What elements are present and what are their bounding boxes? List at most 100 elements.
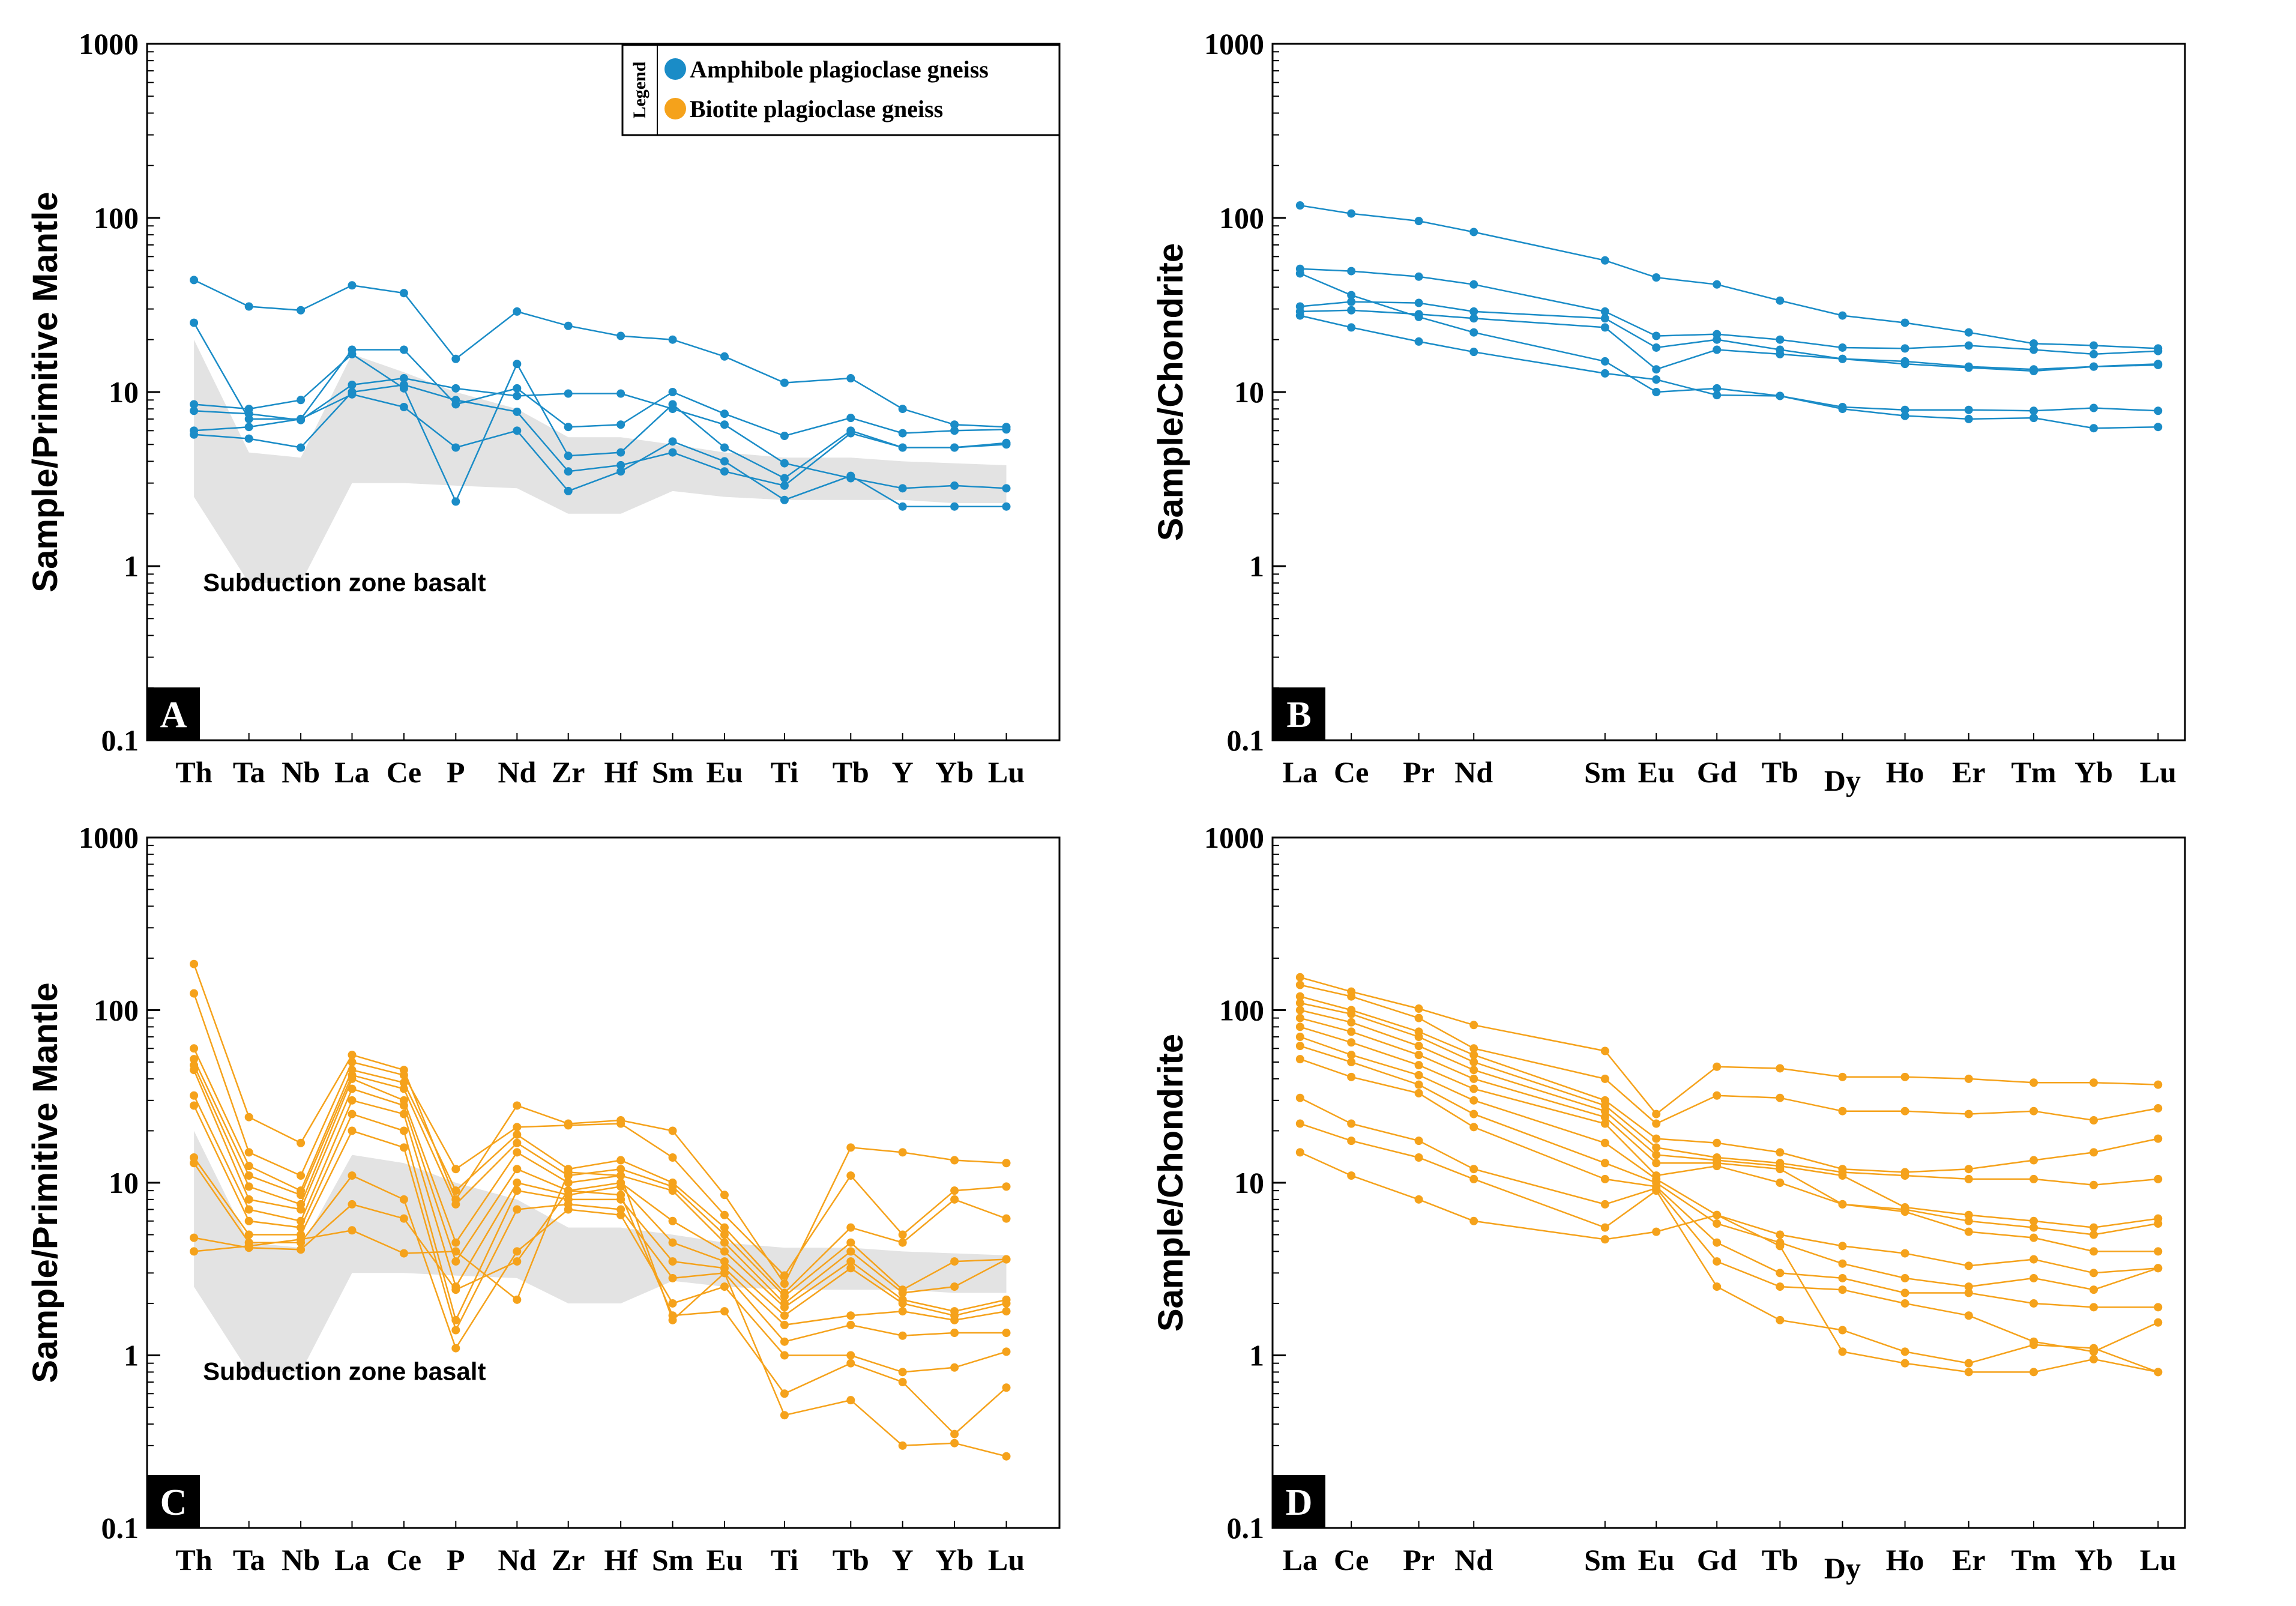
panel-a-data-point: [846, 429, 855, 438]
panel-c-xtick-label: Ti: [771, 1543, 798, 1577]
panel-c-data-point: [451, 1326, 460, 1335]
panel-a-xtick-label: Eu: [706, 755, 743, 789]
panel-b-series-line: [1300, 309, 2159, 372]
panel-a-data-point: [451, 384, 460, 393]
panel-b-data-point: [2090, 341, 2098, 350]
panel-c-data-point: [451, 1247, 460, 1256]
panel-c-data-point: [720, 1257, 729, 1266]
panel-b-series-line: [1300, 315, 2159, 429]
panel-a-data-point: [780, 432, 789, 441]
panel-c-data-point: [399, 1249, 408, 1258]
panel-c-data-point: [513, 1295, 522, 1304]
panel-c-data-point: [244, 1216, 253, 1225]
panel-a-data-point: [513, 426, 522, 435]
panel-a-xtick-label: P: [447, 755, 465, 789]
panel-a-data-point: [1002, 484, 1011, 493]
panel-a-series-line: [194, 384, 1007, 487]
panel-c-data-point: [190, 1091, 199, 1100]
panel-c-ytick-label: 1: [124, 1339, 139, 1372]
legend-swatch: [664, 58, 686, 80]
panel-d-data-point: [1713, 1238, 1722, 1247]
panel-a-series: [190, 374, 1011, 493]
panel-d-data-point: [1414, 1042, 1423, 1051]
panel-a-data-point: [668, 437, 677, 446]
panel-d-data-point: [1652, 1143, 1661, 1152]
panel-a-field: [194, 339, 1007, 584]
panel-c-series-line: [193, 1064, 1007, 1305]
panel-a-xtick-label: Th: [175, 755, 212, 789]
panel-b-data-point: [1776, 296, 1785, 305]
panel-d-data-point: [2029, 1156, 2038, 1165]
panel-b-data-point: [1713, 384, 1722, 393]
panel-a-data-point: [616, 420, 625, 429]
panel-c-series-line: [193, 1105, 1007, 1326]
panel-a-tag-letter: A: [160, 695, 187, 735]
panel-a-xtick-label: Y: [892, 755, 914, 789]
panel-c-data-point: [244, 1162, 253, 1171]
panel-d-xtick-label: Pr: [1403, 1543, 1435, 1577]
panel-c-data-point: [616, 1165, 625, 1174]
panel-c-data-point: [190, 1101, 199, 1110]
panel-c-data-point: [399, 1143, 408, 1152]
panel-c-data-point: [297, 1171, 306, 1180]
panel-d-data-point: [1900, 1288, 1909, 1297]
panel-d-data-point: [1600, 1046, 1609, 1055]
panel-d-data-point: [1776, 1179, 1785, 1187]
panel-a-data-point: [564, 321, 573, 330]
panel-a-data-point: [720, 409, 729, 418]
panel-d-data-point: [1600, 1159, 1609, 1168]
panel-d-series: [1295, 1022, 2163, 1256]
panel-c-data-point: [399, 1195, 408, 1204]
panel-c-series: [190, 1186, 1011, 1438]
panel-d-data-point: [1600, 1112, 1609, 1121]
panel-a-data-point: [564, 423, 573, 432]
panel-a-data-point: [513, 307, 522, 316]
panel-b-data-point: [1900, 405, 1909, 414]
panel-c-data-point: [244, 1230, 253, 1239]
panel-c-data-point: [846, 1143, 855, 1152]
panel-c-data-point: [190, 1159, 199, 1168]
panel-c-data-point: [399, 1084, 408, 1093]
panel-c-data-point: [720, 1282, 729, 1291]
panel-b-ytick-label: 100: [1219, 201, 1264, 235]
panel-d-ytick-label: 10: [1234, 1166, 1264, 1200]
panel-a-data-point: [451, 354, 460, 363]
panel-a-data-point: [564, 389, 573, 398]
panel-a-ytick-label: 10: [109, 375, 139, 409]
panel-c-data-point: [513, 1130, 522, 1139]
panel-a-data-point: [348, 388, 357, 396]
panel-a-data-point: [720, 420, 729, 429]
panel-d-data-point: [1652, 1134, 1661, 1143]
panel-a-data-point: [348, 349, 357, 358]
panel-a-series-line: [193, 279, 1007, 428]
panel-d-data-point: [1469, 1074, 1478, 1083]
panel-b-data-point: [1652, 331, 1661, 340]
panel-a-data-point: [399, 380, 408, 389]
panel-d-data-point: [1838, 1326, 1847, 1335]
panel-c-data-point: [720, 1210, 729, 1219]
panel-c-data-point: [668, 1153, 677, 1162]
panel-b-xtick-label: Tm: [2011, 755, 2056, 789]
panel-a-data-point: [348, 281, 357, 290]
panel-d-data-point: [1600, 1235, 1609, 1244]
panel-d-data-point: [2029, 1233, 2038, 1242]
panel-c-series: [190, 1168, 1011, 1461]
panel-b-xtick-label: Sm: [1584, 755, 1626, 789]
panel-a-data-point: [297, 414, 306, 423]
panel-d-data-point: [2090, 1285, 2098, 1294]
panel-d-data-point: [2090, 1230, 2098, 1239]
panel-d-data-point: [1469, 1216, 1478, 1225]
panel-c-series: [190, 1159, 1011, 1377]
panel-c-data-point: [950, 1329, 959, 1338]
panel-c: Subduction zone basalt 0.1 1 10 100 1000 Sampl…: [26, 821, 1061, 1577]
panel-c-data-point: [564, 1168, 573, 1177]
panel-a-tag-box: [147, 687, 200, 740]
panel-c-xtick-label: Hf: [604, 1543, 638, 1577]
panel-d-xtick-label: Er: [1952, 1543, 1986, 1577]
panel-d-data-point: [1652, 1150, 1661, 1159]
panel-d-data-point: [1469, 1021, 1478, 1030]
panel-d-data-point: [1776, 1282, 1785, 1291]
panel-d-data-point: [1776, 1242, 1785, 1251]
panel-d-xtick-label: Yb: [2075, 1543, 2113, 1577]
